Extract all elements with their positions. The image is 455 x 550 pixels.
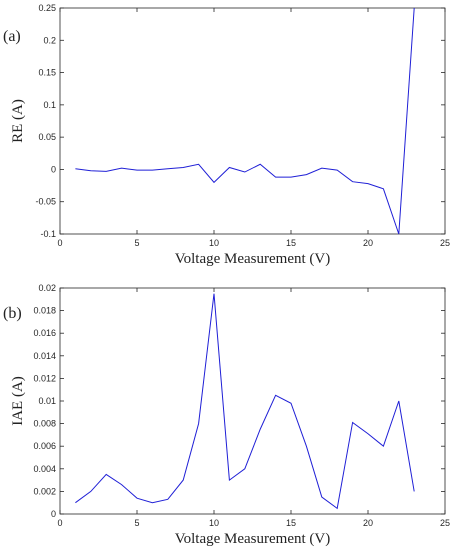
x-tick-label: 0 [57, 518, 62, 528]
y-tick-label: 0.014 [33, 351, 56, 361]
x-tick-label: 5 [134, 518, 139, 528]
panel-label: (b) [3, 305, 22, 322]
x-tick-label: 15 [286, 518, 296, 528]
y-axis-label: RE (A) [10, 99, 26, 143]
y-tick-label: 0.002 [33, 486, 56, 496]
series-line [75, 7, 415, 235]
panel-label: (a) [3, 28, 21, 45]
y-tick-label: -0.05 [35, 197, 56, 207]
y-tick-label: 0.1 [43, 100, 56, 110]
y-tick-label: 0.01 [38, 396, 56, 406]
x-tick-label: 10 [209, 238, 219, 248]
y-tick-label: 0.004 [33, 464, 56, 474]
y-tick-label: 0.2 [43, 35, 56, 45]
x-tick-label: 10 [209, 518, 219, 528]
x-axis-label: Voltage Measurement (V) [175, 251, 331, 267]
y-tick-label: 0.016 [33, 328, 56, 338]
y-tick-label: 0.008 [33, 419, 56, 429]
y-tick-label: 0.15 [38, 68, 56, 78]
x-tick-label: 0 [57, 238, 62, 248]
y-tick-label: 0.05 [38, 132, 56, 142]
y-tick-label: 0.018 [33, 306, 56, 316]
x-axis-label: Voltage Measurement (V) [175, 531, 331, 547]
x-tick-label: 5 [134, 238, 139, 248]
y-tick-label: 0.25 [38, 3, 56, 13]
x-tick-label: 20 [363, 518, 373, 528]
x-tick-label: 20 [363, 238, 373, 248]
plot-frame [59, 287, 446, 515]
x-tick-label: 25 [440, 238, 450, 248]
tick-group: 0 5 10 15 20 25 0 0.002 0.004 0.006 0.008 0.01 0.012… [33, 283, 450, 528]
y-tick-label: -0.1 [40, 229, 56, 239]
y-tick-label: 0 [51, 164, 56, 174]
y-tick-label: 0.012 [33, 373, 56, 383]
y-tick-label: 0 [51, 509, 56, 519]
x-tick-label: 25 [440, 518, 450, 528]
y-axis-label: IAE (A) [10, 376, 26, 426]
chart-panel-b: (b) 0 5 10 15 20 2500.0020.0040.0060.0080.010… [3, 283, 450, 547]
chart-panel-a: (a) 0 5 10 15 20 25 -0.1 -0.05 0 0.05 0.1 0.15 0.2 0.… [3, 3, 450, 267]
plot-frame [59, 7, 446, 235]
y-tick-label: 0.006 [33, 441, 56, 451]
x-tick-label: 15 [286, 238, 296, 248]
y-tick-label: 0.02 [38, 283, 56, 293]
series-line [75, 293, 415, 510]
tick-group: 0 5 10 15 20 25 -0.1 -0.05 0 0.05 0.1 0.15 0.2 0.25 [35, 3, 450, 248]
